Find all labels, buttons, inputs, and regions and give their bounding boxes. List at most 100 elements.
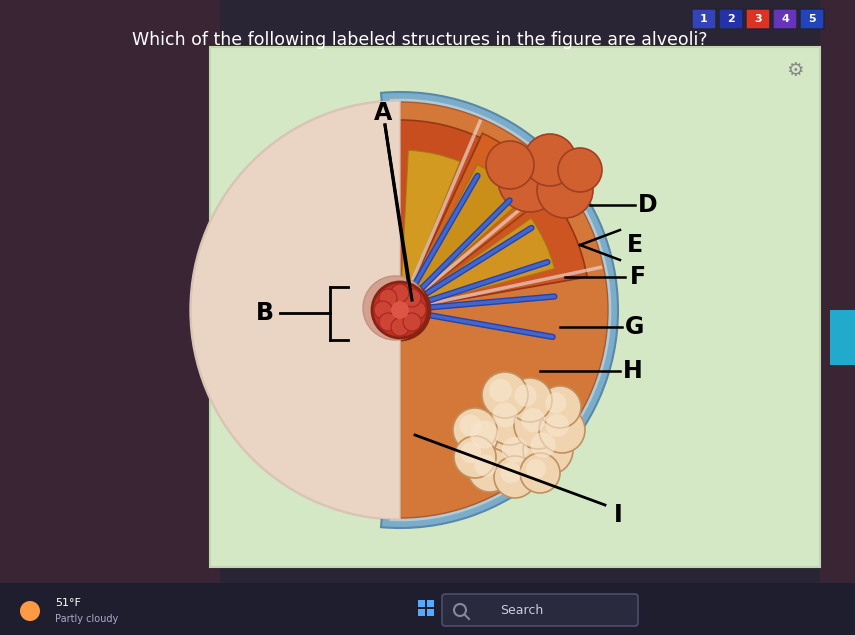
Circle shape xyxy=(494,456,536,498)
Text: ⚙: ⚙ xyxy=(787,60,804,79)
Circle shape xyxy=(558,148,602,192)
Circle shape xyxy=(470,420,498,448)
Circle shape xyxy=(377,312,398,333)
Text: F: F xyxy=(630,265,646,289)
Circle shape xyxy=(454,436,496,478)
Wedge shape xyxy=(400,150,460,310)
Circle shape xyxy=(468,448,512,492)
Wedge shape xyxy=(400,218,555,310)
Wedge shape xyxy=(400,164,522,310)
Bar xyxy=(820,0,855,635)
Circle shape xyxy=(485,395,535,445)
Text: D: D xyxy=(638,193,657,217)
Circle shape xyxy=(523,425,573,475)
Circle shape xyxy=(20,601,40,621)
Text: 3: 3 xyxy=(754,14,762,24)
Wedge shape xyxy=(389,98,612,522)
Bar xyxy=(418,609,425,616)
Circle shape xyxy=(403,289,421,307)
Circle shape xyxy=(460,443,481,464)
Circle shape xyxy=(539,407,585,453)
Text: 5: 5 xyxy=(808,14,816,24)
Wedge shape xyxy=(268,164,400,310)
Wedge shape xyxy=(381,92,618,528)
Circle shape xyxy=(475,455,497,477)
Wedge shape xyxy=(400,133,554,310)
Bar xyxy=(0,583,855,635)
Circle shape xyxy=(530,432,556,457)
Circle shape xyxy=(498,148,562,212)
Bar xyxy=(427,600,434,607)
Text: 51°F: 51°F xyxy=(55,598,81,608)
Bar xyxy=(0,0,220,635)
Wedge shape xyxy=(400,102,608,518)
Circle shape xyxy=(408,300,428,320)
Circle shape xyxy=(526,459,546,479)
Circle shape xyxy=(460,415,481,437)
Circle shape xyxy=(486,141,534,189)
FancyBboxPatch shape xyxy=(773,9,797,29)
FancyBboxPatch shape xyxy=(719,9,743,29)
Circle shape xyxy=(403,313,421,331)
Circle shape xyxy=(462,412,518,468)
Wedge shape xyxy=(191,101,400,519)
FancyBboxPatch shape xyxy=(746,9,770,29)
Circle shape xyxy=(403,312,422,333)
FancyBboxPatch shape xyxy=(800,9,824,29)
Wedge shape xyxy=(321,125,400,310)
Circle shape xyxy=(545,392,566,413)
Text: Partly cloudy: Partly cloudy xyxy=(55,614,118,624)
Bar xyxy=(830,310,855,365)
Circle shape xyxy=(545,414,569,437)
Circle shape xyxy=(520,453,560,493)
Circle shape xyxy=(370,280,430,340)
Circle shape xyxy=(391,284,409,302)
Circle shape xyxy=(502,437,528,463)
Wedge shape xyxy=(400,193,587,310)
Text: Which of the following labeled structures in the figure are alveoli?: Which of the following labeled structure… xyxy=(133,31,708,49)
Circle shape xyxy=(522,408,545,432)
Wedge shape xyxy=(400,120,481,310)
Circle shape xyxy=(390,300,410,320)
Circle shape xyxy=(537,162,593,218)
Circle shape xyxy=(374,301,392,319)
Circle shape xyxy=(372,300,392,320)
Wedge shape xyxy=(244,225,400,310)
Text: E: E xyxy=(627,233,643,257)
Text: B: B xyxy=(256,301,274,325)
Circle shape xyxy=(379,313,397,331)
Circle shape xyxy=(391,301,409,319)
Circle shape xyxy=(379,289,397,307)
Text: H: H xyxy=(623,359,643,383)
Text: G: G xyxy=(625,315,645,339)
FancyBboxPatch shape xyxy=(692,9,716,29)
Circle shape xyxy=(190,100,610,520)
Circle shape xyxy=(377,287,398,307)
Circle shape xyxy=(515,385,537,406)
FancyBboxPatch shape xyxy=(442,594,638,626)
Circle shape xyxy=(391,318,409,336)
Circle shape xyxy=(390,282,410,302)
Circle shape xyxy=(492,403,517,427)
Circle shape xyxy=(489,379,512,402)
Circle shape xyxy=(500,462,522,483)
Circle shape xyxy=(363,276,427,340)
Text: I: I xyxy=(614,503,622,527)
Circle shape xyxy=(408,301,426,319)
Bar xyxy=(427,609,434,616)
Bar xyxy=(210,47,820,567)
Text: 1: 1 xyxy=(700,14,708,24)
Wedge shape xyxy=(236,129,400,310)
Circle shape xyxy=(514,401,562,449)
Text: Search: Search xyxy=(500,603,543,617)
Circle shape xyxy=(524,134,576,186)
Circle shape xyxy=(453,408,497,452)
Bar xyxy=(418,600,425,607)
Text: 2: 2 xyxy=(727,14,735,24)
Text: A: A xyxy=(374,101,392,125)
Circle shape xyxy=(508,378,552,422)
Wedge shape xyxy=(208,198,400,310)
Circle shape xyxy=(390,318,410,338)
Circle shape xyxy=(539,386,581,428)
Circle shape xyxy=(482,372,528,418)
